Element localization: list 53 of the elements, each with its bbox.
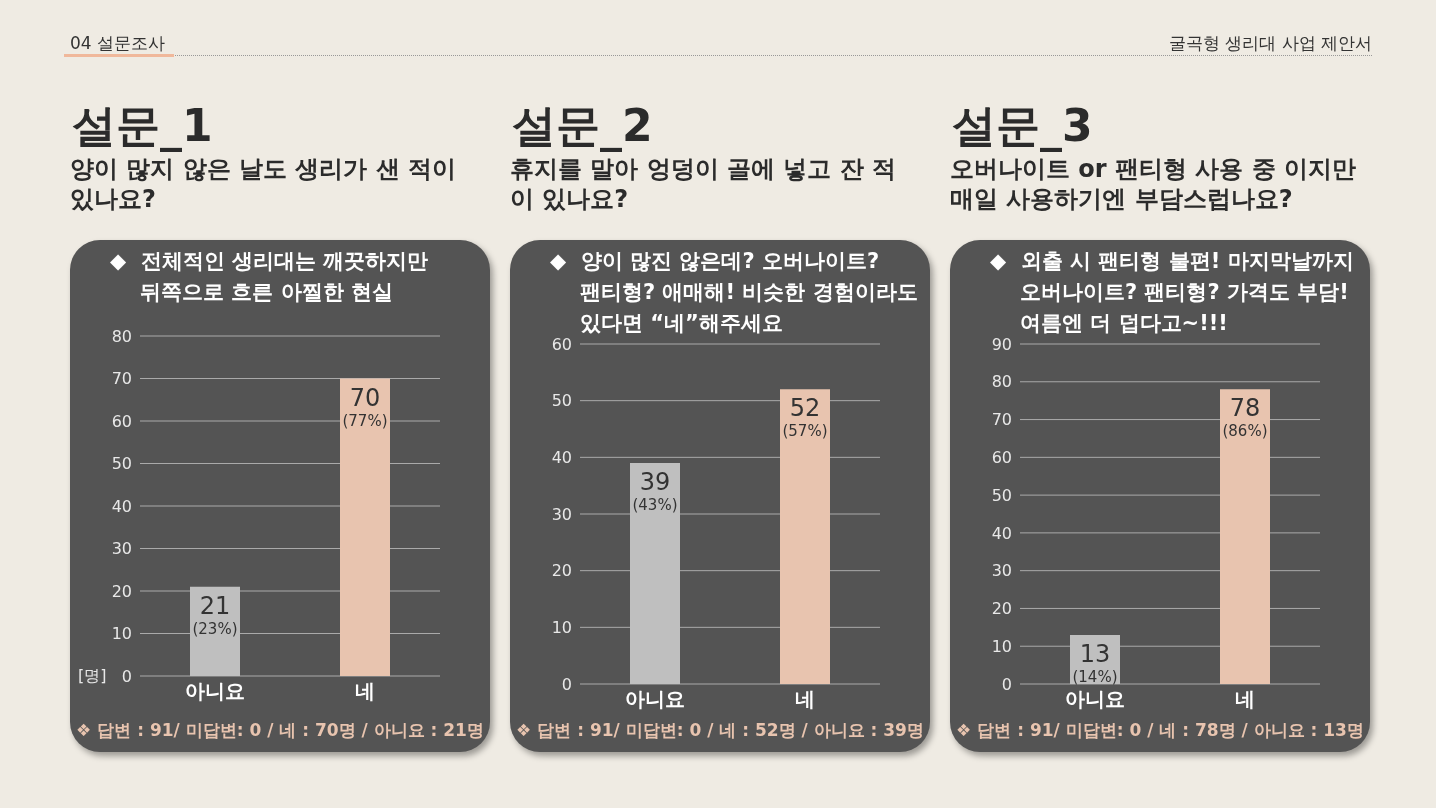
- data-label: 70 (77%): [342, 383, 388, 430]
- y-axis-title: [명]: [78, 666, 107, 685]
- y-tick-label: 50: [111, 454, 132, 474]
- text: ◆ 외출 시 팬티형 불편! 마지막날까지 오버나이트? 팬티형? 가격도 부담! 여름엔 더 덥다고~!!!: [990, 248, 1354, 335]
- y-tick-label: 60: [991, 448, 1012, 468]
- y-tick-label: 30: [551, 504, 572, 524]
- text: ◆ 전체적인 생리대는 깨끗하지만 뒤쪽으로 흐른 아찔한 현실: [110, 248, 429, 306]
- y-tick-label: 60: [551, 334, 572, 354]
- x-tick-label: 아니요: [1065, 687, 1125, 712]
- data-label: 52 (57%): [782, 394, 828, 441]
- y-tick-label: 10: [111, 624, 132, 644]
- y-tick-label: 20: [551, 561, 572, 581]
- text: ❖ 답변 : 91/ 미답변: 0 / 네 : 52명 / 아니요 : 39명: [515, 719, 925, 742]
- y-tick-label: 50: [551, 391, 572, 411]
- x-tick-label: 네: [1235, 687, 1255, 712]
- y-tick-label: 70: [111, 369, 132, 389]
- text: 04 설문조사: [70, 32, 166, 55]
- text: ❖ 답변 : 91/ 미답변: 0 / 네 : 78명 / 아니요 : 13명: [955, 719, 1365, 742]
- y-tick-label: 10: [551, 618, 572, 638]
- data-label: 13 (14%): [1072, 639, 1118, 686]
- y-tick-label: 0: [561, 674, 572, 694]
- text: ❖ 답변 : 91/ 미답변: 0 / 네 : 70명 / 아니요 : 21명: [75, 719, 485, 742]
- y-tick-label: 40: [551, 448, 572, 468]
- chart-subtitle: 오버나이트 or 팬티형 사용 중 이지만 매일 사용하기엔 부담스럽나요?: [950, 154, 1358, 215]
- data-label: 39 (43%): [632, 468, 678, 514]
- y-tick-label: 40: [111, 496, 132, 516]
- chart-subtitle: 휴지를 말아 엉덩이 골에 넣고 잔 적이 있나요?: [510, 154, 898, 215]
- y-tick-label: 10: [991, 636, 1012, 656]
- chart-title: 설문_3: [952, 100, 1094, 152]
- data-label: 78 (86%): [1222, 394, 1268, 441]
- y-tick-label: 20: [991, 599, 1012, 619]
- y-tick-label: 60: [111, 411, 132, 431]
- chart-title: 설문_1: [72, 100, 214, 152]
- y-tick-label: 70: [991, 410, 1012, 430]
- text: 굴곡형 생리대 사업 제안서: [1168, 32, 1372, 55]
- chart-title: 설문_2: [512, 100, 654, 152]
- y-tick-label: 0: [1001, 674, 1012, 694]
- chart-subtitle: 양이 많지 않은 날도 생리가 샌 적이 있나요?: [70, 154, 458, 215]
- y-tick-label: 80: [111, 326, 132, 346]
- text: ◆ 양이 많진 않은데? 오버나이트? 팬티형? 애매해! 비슷한 경험이라도 있다면 “네”해주세요: [550, 248, 918, 335]
- x-tick-label: 아니요: [185, 679, 245, 704]
- y-tick-label: 0: [121, 666, 132, 686]
- y-tick-label: 80: [991, 372, 1012, 392]
- x-tick-label: 아니요: [625, 687, 685, 712]
- x-tick-label: 네: [355, 679, 375, 704]
- y-tick-label: 20: [111, 581, 132, 601]
- y-tick-label: 90: [991, 334, 1012, 354]
- x-tick-label: 네: [795, 687, 815, 712]
- y-tick-label: 30: [991, 561, 1012, 581]
- y-tick-label: 30: [111, 539, 132, 559]
- y-tick-label: 40: [991, 523, 1012, 543]
- y-tick-label: 50: [991, 485, 1012, 505]
- data-label: 21 (23%): [192, 591, 238, 638]
